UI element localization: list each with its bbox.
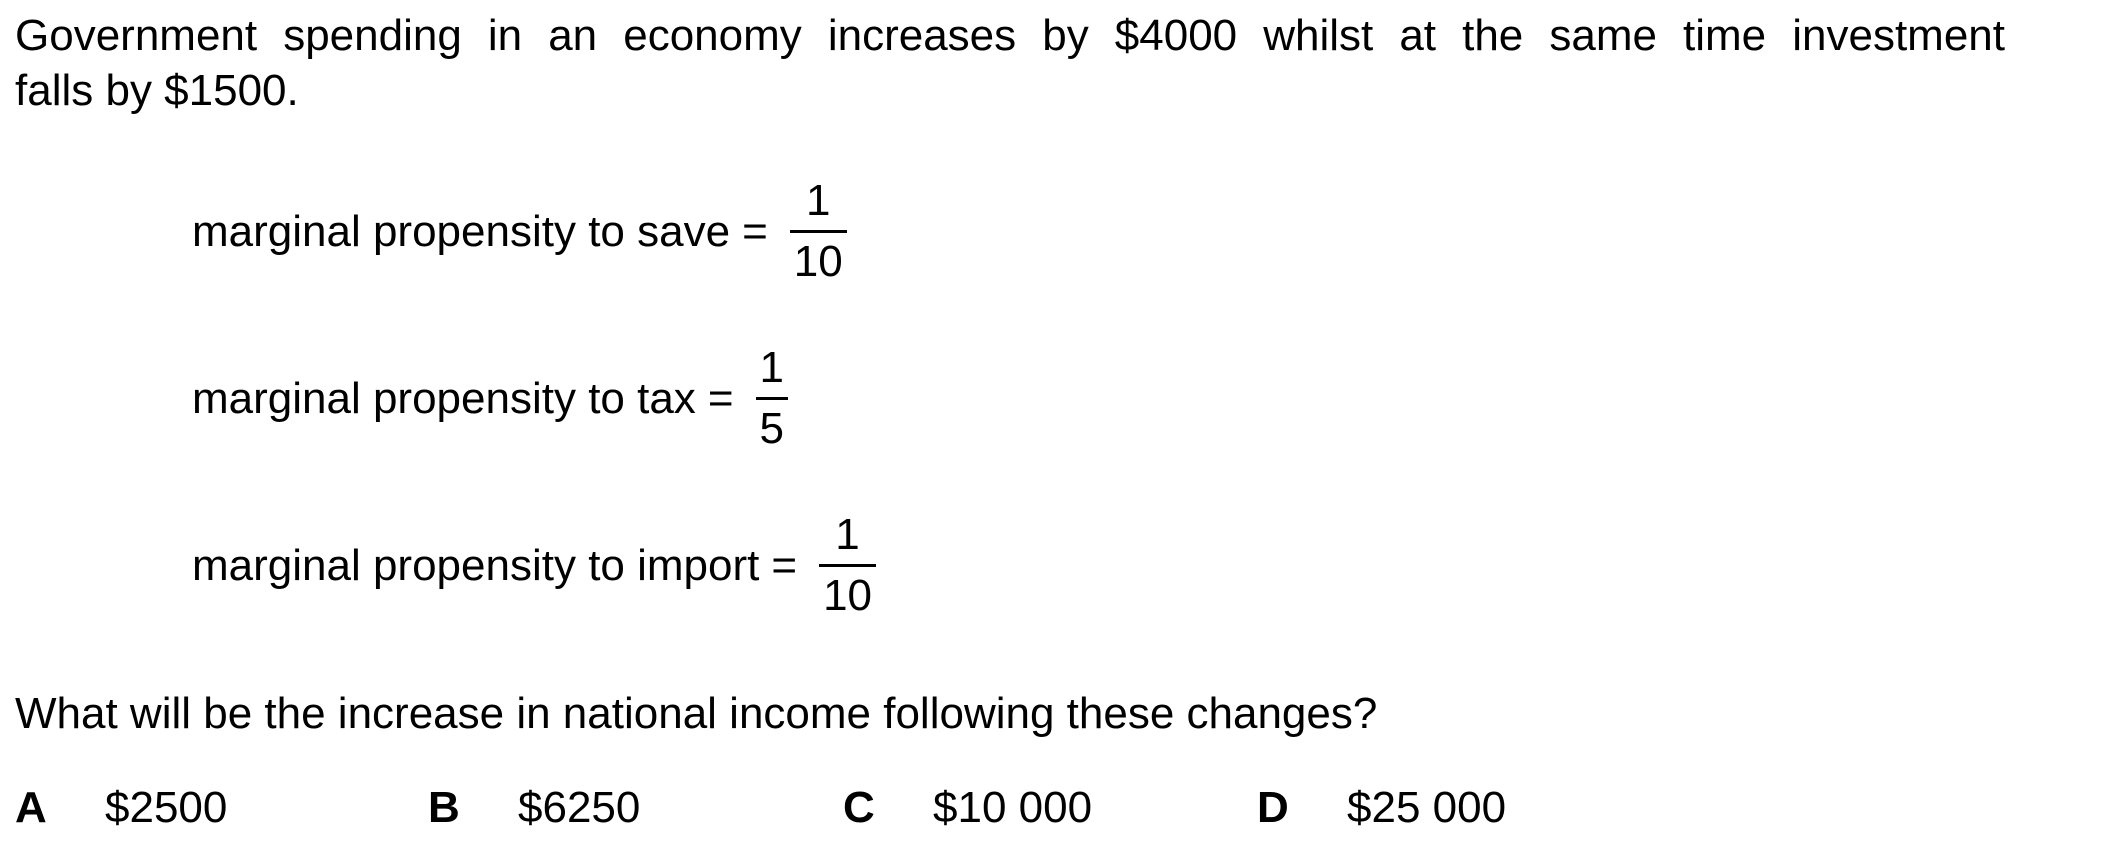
fraction-bar — [819, 564, 877, 567]
equation-mpt: marginal propensity to tax = 1 5 — [192, 343, 788, 454]
equation-label: marginal propensity to import — [192, 540, 760, 590]
option-value: $10 000 — [933, 783, 1093, 832]
option-c[interactable]: C $10 000 — [843, 780, 1092, 835]
fraction-denominator: 10 — [823, 571, 873, 620]
option-letter: C — [843, 783, 875, 832]
equation-label: marginal propensity to save — [192, 206, 731, 256]
stem-line-2: falls by $1500. — [15, 66, 299, 115]
equals-sign: = — [707, 373, 734, 423]
fraction-bar — [755, 397, 788, 400]
option-d[interactable]: D $25 000 — [1257, 780, 1506, 835]
fraction-numerator: 1 — [835, 510, 860, 559]
equals-sign: = — [742, 206, 768, 256]
option-letter: D — [1257, 783, 1289, 832]
fraction-numerator: 1 — [759, 343, 784, 392]
fraction: 1 5 — [755, 343, 788, 454]
fraction-denominator: 10 — [793, 237, 843, 286]
option-value: $6250 — [518, 783, 641, 832]
option-a[interactable]: A $2500 — [15, 780, 227, 835]
equals-sign: = — [771, 540, 798, 590]
option-letter: A — [15, 783, 47, 832]
stem-line-1: Government spending in an economy increa… — [15, 11, 2005, 60]
equation-label: marginal propensity to tax — [192, 373, 696, 423]
option-letter: B — [428, 783, 460, 832]
equation-mpm: marginal propensity to import = 1 10 — [192, 510, 877, 621]
fraction-numerator: 1 — [806, 176, 831, 225]
equation-mps: marginal propensity to save = 1 10 — [192, 176, 847, 287]
fraction: 1 10 — [819, 510, 877, 621]
option-value: $25 000 — [1347, 783, 1507, 832]
question-stem: Government spending in an economy increa… — [15, 8, 2015, 118]
fraction-denominator: 5 — [759, 404, 784, 453]
option-b[interactable]: B $6250 — [428, 780, 640, 835]
fraction: 1 10 — [789, 176, 847, 287]
option-value: $2500 — [105, 783, 228, 832]
fraction-bar — [789, 230, 847, 233]
question-text: What will be the increase in national in… — [15, 689, 1378, 738]
